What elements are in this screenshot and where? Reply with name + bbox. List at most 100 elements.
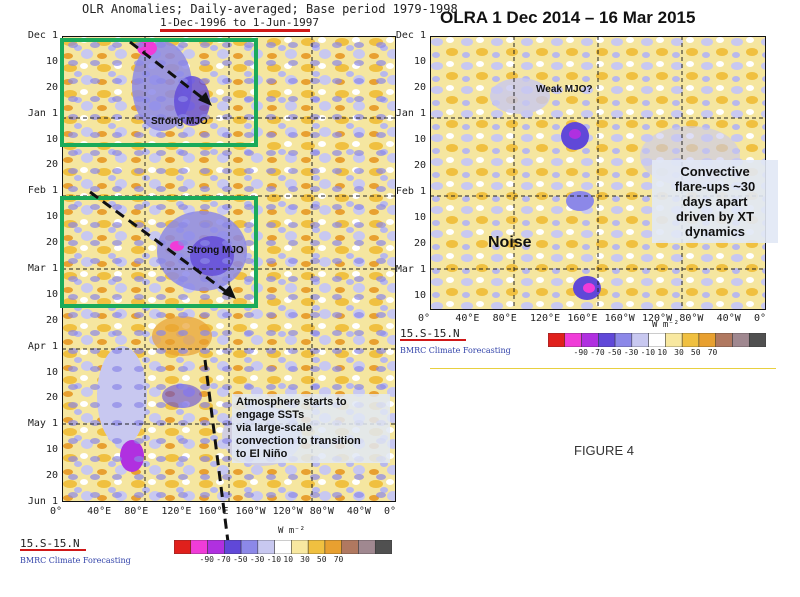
colorbar-swatch (174, 540, 192, 554)
sst-note-line: convection to transition (236, 435, 361, 447)
sst-note-line: via large-scale (236, 422, 312, 434)
colorbar-label: 50 (690, 348, 701, 357)
colorbar-label: -10 (640, 348, 656, 357)
right-x-tick: 160°W (604, 313, 635, 324)
right-x-tick: 40°E (455, 313, 480, 324)
right-y-tick: 10 (413, 134, 426, 145)
right-lat-band: 15.S-15.N (400, 327, 460, 340)
left-y-tick: Apr 1 (27, 340, 58, 352)
left-x-tick: 0° (384, 506, 397, 517)
left-y-tick: Jan 1 (27, 107, 58, 119)
flare-note-line: driven by XT (675, 209, 755, 224)
left-colorbar-unit: W m⁻² (278, 526, 306, 536)
left-y-tick: 10 (45, 288, 58, 300)
colorbar-label: -70 (216, 555, 231, 564)
colorbar-swatch (732, 333, 750, 347)
colorbar-label: -10 (266, 555, 282, 564)
colorbar-swatch (307, 540, 326, 554)
left-x-tick: 0° (50, 506, 63, 517)
colorbar-swatch (581, 333, 599, 347)
colorbar-label: -90 (199, 555, 214, 564)
sst-note-line: to El Niño (236, 448, 288, 460)
flare-note-line: Convective (680, 164, 750, 179)
colorbar-swatch (341, 540, 359, 554)
left-y-tick: 20 (45, 81, 58, 93)
colorbar-swatch (207, 540, 225, 554)
colorbar-swatch (291, 540, 309, 554)
left-x-tick: 80°W (309, 506, 334, 517)
colorbar-label: -50 (607, 348, 622, 357)
right-colorbar-unit: W m⁻² (652, 320, 680, 330)
right-x-tick: 120°W (642, 313, 673, 324)
left-y-tick: 20 (45, 237, 58, 249)
sst-note-line: engage SSTs (236, 409, 305, 421)
mjo1-label: Strong MJO (151, 116, 208, 127)
colorbar-swatch (614, 333, 633, 347)
colorbar-swatch (665, 333, 683, 347)
colorbar-swatch (648, 333, 666, 347)
right-y-tick: Jan 1 (395, 108, 426, 119)
sst-transition-note: Atmosphere starts to engage SSTs via large… (232, 394, 390, 463)
left-x-tick: 160°W (235, 506, 266, 517)
right-lat-underline (400, 339, 466, 341)
colorbar-label: -50 (233, 555, 248, 564)
right-y-tick: Dec 1 (395, 30, 426, 41)
right-y-tick: 20 (413, 82, 426, 93)
left-y-tick: 20 (45, 392, 58, 404)
colorbar-label: 30 (674, 348, 684, 357)
right-y-tick: 10 (413, 56, 426, 67)
colorbar-label: 10 (283, 555, 294, 564)
left-y-tick: 10 (45, 211, 58, 223)
left-y-tick: Feb 1 (27, 185, 58, 197)
right-x-tick: 0° (754, 313, 767, 324)
sst-note-line: Atmosphere starts to (236, 396, 347, 408)
colorbar-swatch (564, 333, 582, 347)
colorbar-swatch (548, 333, 566, 347)
colorbar-swatch (324, 540, 342, 554)
right-x-tick: 120°E (530, 313, 561, 324)
left-y-tick: 20 (45, 159, 58, 171)
left-x-tick: 40°W (346, 506, 371, 517)
left-y-tick: 10 (45, 366, 58, 378)
colorbar-swatch (274, 540, 292, 554)
left-lat-band: 15.S-15.N (20, 537, 80, 550)
colorbar-swatch (224, 540, 242, 554)
colorbar-label: 30 (300, 555, 310, 564)
colorbar-swatch (748, 333, 766, 347)
figure-label: FIGURE 4 (574, 443, 634, 458)
colorbar-label: -30 (623, 348, 639, 357)
right-x-tick: 40°W (716, 313, 741, 324)
left-x-tick: 120°W (272, 506, 303, 517)
colorbar-swatch (358, 540, 376, 554)
right-y-tick: 20 (413, 160, 426, 171)
right-y-tick: 20 (413, 238, 426, 249)
flare-up-note: Convective flare-ups ~30 days apart driven … (652, 160, 778, 243)
left-y-tick: Dec 1 (27, 30, 58, 41)
left-lat-underline (20, 549, 86, 551)
colorbar-label: -30 (249, 555, 265, 564)
right-credit: BMRC Climate Forecasting (400, 346, 511, 355)
left-y-tick: 10 (45, 55, 58, 67)
right-panel-divider (430, 368, 776, 369)
left-chart-subtitle: 1-Dec-1996 to 1-Jun-1997 (160, 16, 319, 29)
left-x-tick: 80°E (124, 506, 149, 517)
subtitle-underline (160, 29, 310, 32)
colorbar-swatch (190, 540, 208, 554)
flare-note-line: dynamics (685, 224, 745, 239)
right-x-tick: 80°E (492, 313, 517, 324)
left-credit: BMRC Climate Forecasting (20, 556, 131, 565)
left-y-tick: 20 (45, 314, 58, 326)
colorbar-swatch (374, 540, 392, 554)
mjo2-label: Strong MJO (187, 245, 244, 256)
left-y-tick: 20 (45, 470, 58, 482)
noise-label: Noise (488, 234, 532, 251)
flare-note-line: days apart (682, 194, 748, 209)
left-y-tick: May 1 (27, 418, 58, 430)
left-x-tick: 120°E (161, 506, 192, 517)
colorbar-label: 70 (707, 348, 718, 357)
colorbar-swatch (698, 333, 716, 347)
left-colorbar (174, 540, 392, 554)
colorbar-swatch (631, 333, 649, 347)
right-x-tick: 0° (418, 313, 431, 324)
colorbar-label: -70 (590, 348, 605, 357)
